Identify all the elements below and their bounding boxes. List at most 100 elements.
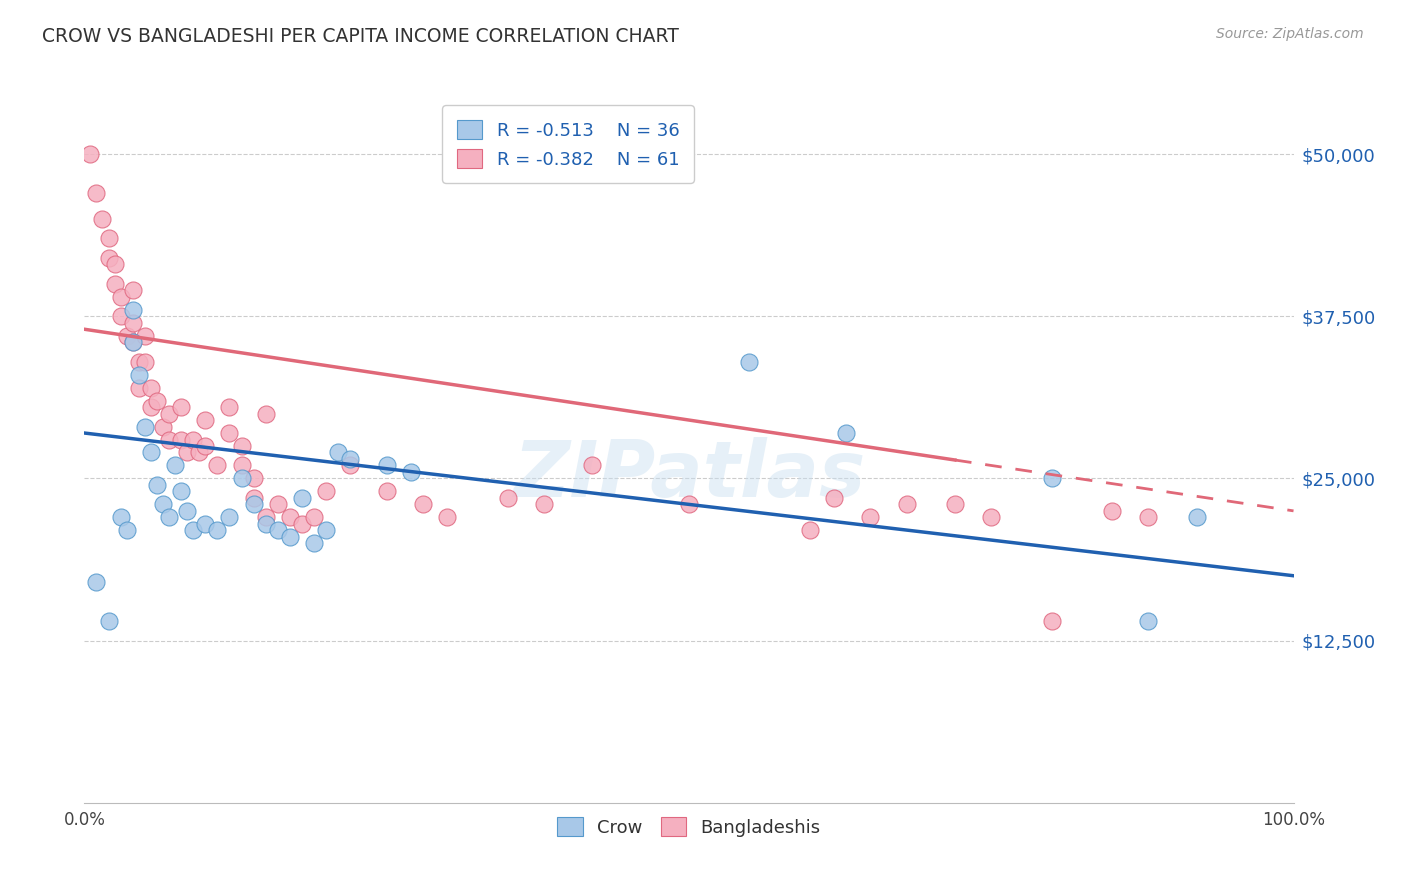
Point [1101,504,1123,518]
Point [115,328,138,343]
Point [302,510,325,524]
Point [207,524,229,538]
Point [97,251,120,265]
Point [165,458,187,473]
Point [339,452,361,467]
Point [375,484,398,499]
Point [328,445,350,459]
Point [738,354,761,368]
Point [218,425,240,440]
Point [181,524,204,538]
Point [678,497,700,511]
Point [157,433,180,447]
Point [104,277,127,291]
Point [242,497,264,511]
Point [79,147,101,161]
Point [1137,510,1160,524]
Point [176,504,198,518]
Point [121,316,143,330]
Point [176,445,198,459]
Point [242,471,264,485]
Point [86,186,108,200]
Point [134,328,156,343]
Point [278,530,301,544]
Point [859,510,882,524]
Point [139,381,162,395]
Point [97,614,120,628]
Point [218,400,240,414]
Point [115,524,138,538]
Point [188,445,211,459]
Point [799,524,821,538]
Point [436,510,458,524]
Point [128,368,150,382]
Point [139,445,162,459]
Text: Source: ZipAtlas.com: Source: ZipAtlas.com [1216,27,1364,41]
Point [980,510,1002,524]
Point [943,497,966,511]
Point [121,335,143,350]
Point [157,407,180,421]
Point [291,516,314,531]
Point [194,439,217,453]
Text: CROW VS BANGLADESHI PER CAPITA INCOME CORRELATION CHART: CROW VS BANGLADESHI PER CAPITA INCOME CO… [42,27,679,45]
Point [242,491,264,505]
Point [152,419,174,434]
Point [110,290,132,304]
Point [170,484,193,499]
Point [121,283,143,297]
Point [121,335,143,350]
Point [375,458,398,473]
Point [339,458,361,473]
Point [97,231,120,245]
Point [267,497,290,511]
Point [128,354,150,368]
Point [1185,510,1208,524]
Point [581,458,603,473]
Point [194,413,217,427]
Point [231,439,253,453]
Point [823,491,845,505]
Point [110,510,132,524]
Point [1040,471,1063,485]
Point [254,516,277,531]
Point [254,510,277,524]
Point [1137,614,1160,628]
Point [291,491,314,505]
Point [110,310,132,324]
Point [231,471,253,485]
Point [181,433,204,447]
Point [157,510,180,524]
Point [254,407,277,421]
Point [896,497,918,511]
Point [218,510,240,524]
Point [1040,614,1063,628]
Point [146,393,169,408]
Point [104,257,127,271]
Point [267,524,290,538]
Point [278,510,301,524]
Point [399,465,422,479]
Point [496,491,519,505]
Point [146,478,169,492]
Legend: Crow, Bangladeshis: Crow, Bangladeshis [550,809,828,844]
Point [134,354,156,368]
Point [128,381,150,395]
Point [91,211,114,226]
Point [134,419,156,434]
Point [412,497,434,511]
Point [170,400,193,414]
Point [533,497,555,511]
Point [139,400,162,414]
Point [207,458,229,473]
Point [152,497,174,511]
Point [315,484,337,499]
Point [194,516,217,531]
Point [170,433,193,447]
Point [835,425,858,440]
Point [315,524,337,538]
Text: ZIPatlas: ZIPatlas [513,436,865,513]
Point [231,458,253,473]
Point [121,302,143,317]
Point [302,536,325,550]
